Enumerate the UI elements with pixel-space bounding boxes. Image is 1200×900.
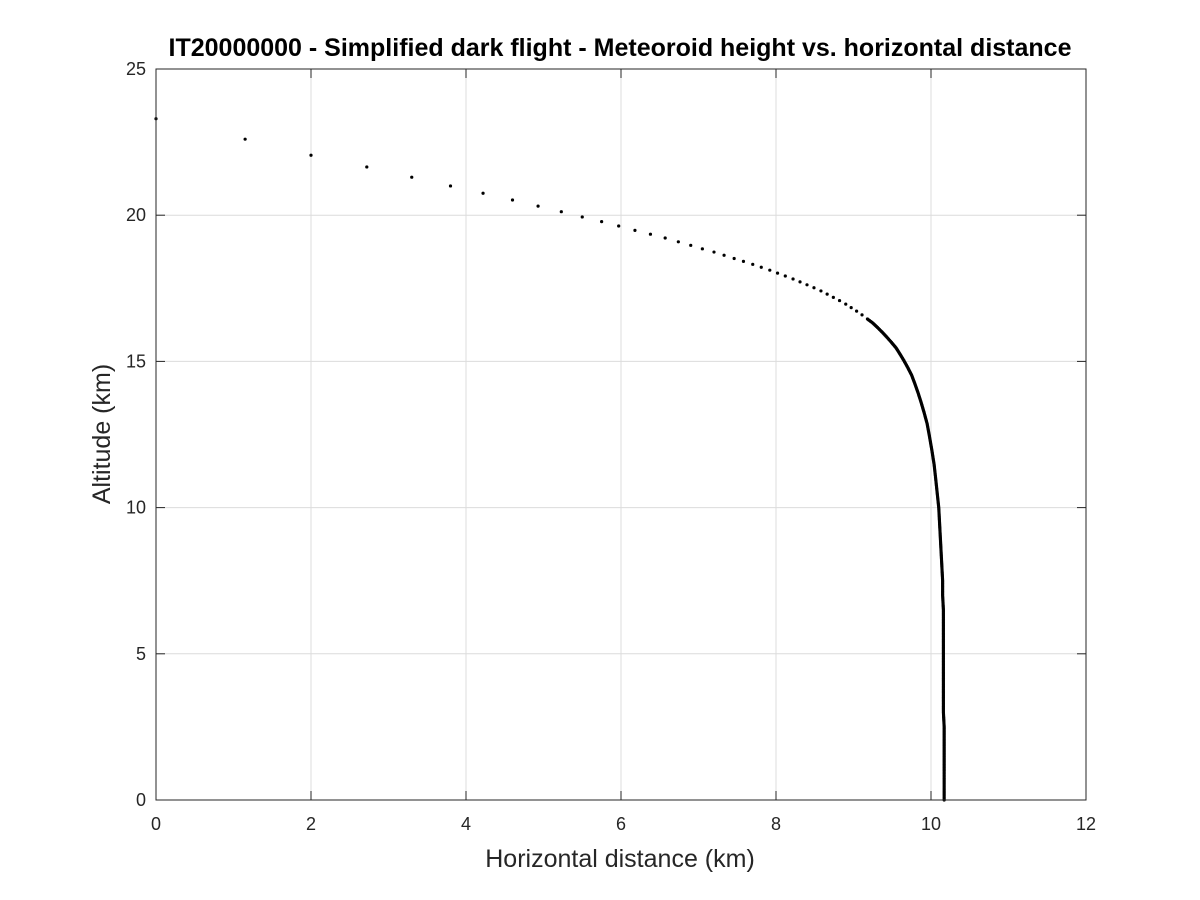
- data-point: [732, 256, 736, 261]
- data-point: [759, 265, 763, 269]
- data-points: [154, 117, 946, 802]
- data-point: [510, 198, 515, 202]
- y-tick-label: 15: [126, 351, 146, 371]
- data-point: [676, 240, 680, 244]
- x-tick-label: 2: [306, 814, 316, 834]
- data-point: [365, 165, 369, 169]
- x-tick-label: 4: [461, 814, 471, 834]
- data-point: [722, 253, 726, 257]
- data-point: [791, 277, 795, 281]
- y-tick-label: 10: [126, 498, 146, 518]
- data-point: [855, 309, 859, 313]
- data-point: [860, 313, 864, 317]
- data-point: [825, 292, 829, 296]
- data-point: [741, 259, 746, 263]
- axes-box: [155, 68, 1087, 801]
- data-point: [783, 274, 787, 278]
- data-point: [580, 215, 584, 219]
- data-point: [819, 289, 823, 293]
- data-point: [700, 247, 704, 251]
- chart-title: IT20000000 - Simplified dark flight - Me…: [169, 34, 1072, 62]
- data-point: [600, 220, 604, 224]
- y-tick-label: 5: [136, 644, 146, 664]
- x-tick-label: 10: [921, 814, 941, 834]
- data-point: [831, 295, 835, 299]
- data-point: [775, 271, 780, 275]
- data-point: [633, 228, 637, 233]
- data-point: [805, 283, 809, 287]
- data-point: [837, 298, 842, 303]
- data-point: [481, 191, 485, 195]
- x-tick-label: 6: [616, 814, 626, 834]
- x-tick-label: 8: [771, 814, 781, 834]
- y-tick-label: 0: [136, 790, 146, 810]
- x-tick-label: 12: [1076, 814, 1096, 834]
- data-point: [448, 184, 453, 188]
- tick-labels: 0 2 4 6 8 10 12 0 5 10 15 20 25: [126, 59, 1096, 834]
- data-point: [617, 224, 621, 228]
- data-point: [849, 305, 853, 310]
- x-axis-label: Horizontal distance (km): [485, 845, 755, 873]
- data-point: [812, 286, 816, 290]
- data-point: [243, 137, 247, 141]
- data-point: [798, 280, 802, 284]
- data-point: [536, 204, 540, 208]
- data-point: [559, 210, 563, 214]
- data-point: [689, 243, 693, 247]
- data-point: [309, 153, 313, 157]
- data-point: [768, 268, 772, 272]
- data-point: [648, 232, 653, 236]
- data-point: [751, 262, 755, 266]
- y-tick-label: 25: [126, 59, 146, 79]
- y-axis-label: Altitude (km): [88, 364, 116, 504]
- data-point: [844, 302, 848, 306]
- x-tick-label: 0: [151, 814, 161, 834]
- y-tick-label: 20: [126, 205, 146, 225]
- data-point: [712, 250, 716, 254]
- data-point: [663, 236, 667, 240]
- data-point: [410, 175, 414, 179]
